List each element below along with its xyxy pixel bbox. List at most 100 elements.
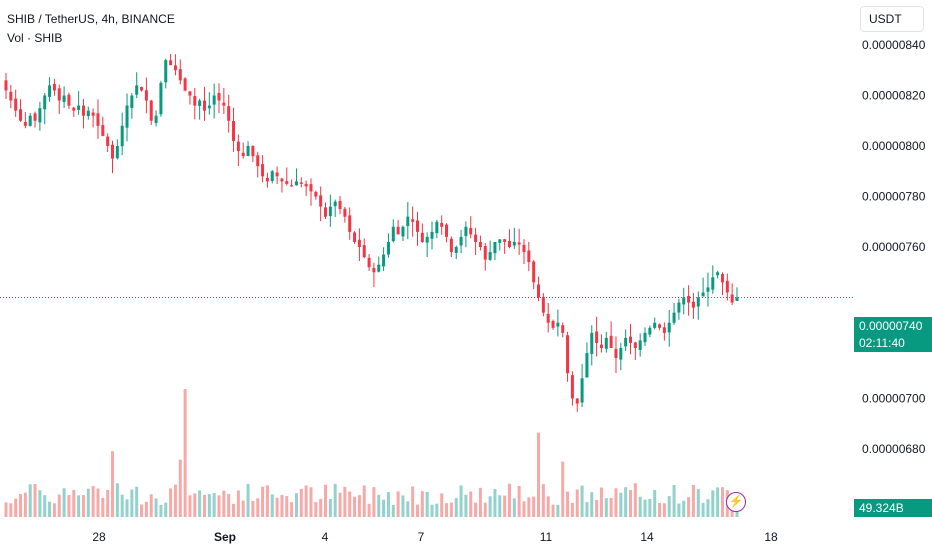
candle <box>299 182 303 184</box>
volume-bar <box>111 451 115 517</box>
time-axis[interactable]: 28 Sep 4 7 11 14 18 <box>92 530 778 544</box>
candle <box>207 105 211 109</box>
candle <box>561 325 565 333</box>
candle <box>648 327 652 335</box>
volume-bar <box>401 495 405 517</box>
volume-bar <box>503 495 507 517</box>
volume-bar <box>696 489 700 517</box>
volume-bar <box>106 489 110 517</box>
lightning-icon[interactable]: ⚡ <box>726 492 746 512</box>
candle <box>493 241 497 254</box>
legend: SHIB / TetherUS, 4h, BINANCE Vol · SHIB <box>7 10 175 48</box>
candle <box>275 172 279 177</box>
volume-indicator-title[interactable]: Vol · SHIB <box>7 31 63 45</box>
volume-bars <box>4 389 739 517</box>
volume-bar <box>188 495 192 517</box>
candle <box>130 95 134 109</box>
candle <box>454 247 458 253</box>
candle <box>280 178 284 182</box>
candle <box>246 146 250 156</box>
time-axis-label: 14 <box>640 530 654 544</box>
volume-bar <box>406 501 410 517</box>
candle <box>135 85 139 95</box>
candle <box>532 261 536 283</box>
candle <box>730 294 734 303</box>
volume-bar <box>449 502 453 517</box>
time-axis-label: 11 <box>540 530 553 544</box>
candle <box>159 82 163 115</box>
volume-bar <box>687 497 691 517</box>
volume-bar <box>144 501 148 517</box>
candle <box>183 78 187 91</box>
symbol-title[interactable]: SHIB / TetherUS, 4h, BINANCE <box>7 12 175 26</box>
volume-bar <box>672 484 676 517</box>
price-axis-label: 0.00000700 <box>862 392 926 406</box>
candle <box>125 105 129 128</box>
volume-bar <box>285 496 289 517</box>
candle <box>478 241 482 247</box>
volume-bar <box>357 495 361 517</box>
volume-bar <box>169 488 173 517</box>
volume-bar <box>599 487 603 517</box>
time-axis-label: Sep <box>214 530 236 544</box>
candle <box>212 95 216 105</box>
volume-bar <box>81 495 85 517</box>
volume-bar <box>459 485 463 517</box>
candle <box>522 244 526 253</box>
candle <box>469 228 473 235</box>
candle <box>149 100 153 121</box>
candle <box>720 274 724 283</box>
volume-bar <box>527 497 531 517</box>
currency-button[interactable]: USDT <box>860 6 924 32</box>
candle <box>202 100 206 111</box>
volume-bar <box>628 489 632 517</box>
volume-bar <box>566 491 570 517</box>
volume-bar <box>430 504 434 517</box>
price-axis[interactable]: 0.00000840 0.00000820 0.00000800 0.00000780… <box>862 38 926 456</box>
volume-bar <box>120 494 124 517</box>
volume-bar <box>435 503 439 517</box>
candle <box>503 239 507 242</box>
candle <box>619 348 623 360</box>
candle <box>72 107 76 111</box>
candle <box>517 242 521 245</box>
candle <box>256 155 260 167</box>
bar-countdown: 02:11:40 <box>854 335 932 352</box>
candle <box>198 100 202 106</box>
volume-bar <box>227 493 231 517</box>
volume-bar <box>711 490 715 517</box>
candle <box>682 297 686 305</box>
volume-bar <box>159 504 163 517</box>
volume-bar <box>86 488 90 517</box>
volume-bar <box>512 498 516 517</box>
candle <box>653 322 657 328</box>
candle <box>735 297 739 301</box>
volume-bar <box>140 504 144 517</box>
volume-bar <box>353 496 357 517</box>
volume-bar <box>720 487 724 517</box>
candle <box>348 215 352 232</box>
candle <box>415 220 419 232</box>
volume-bar <box>367 503 371 517</box>
candle <box>624 337 628 347</box>
volume-bar <box>662 503 666 517</box>
candle <box>459 236 463 246</box>
candle <box>33 113 37 121</box>
candle <box>62 95 66 102</box>
volume-bar <box>178 459 182 517</box>
volume-bar <box>474 502 478 517</box>
candle <box>677 302 681 313</box>
candle <box>483 246 487 260</box>
candle <box>367 257 371 268</box>
candle <box>590 332 594 354</box>
volume-bar <box>96 488 100 517</box>
volume-bar <box>246 483 250 517</box>
volume-bar <box>488 496 492 517</box>
volume-bar <box>338 492 342 517</box>
volume-bar <box>682 500 686 517</box>
volume-bar <box>236 490 240 517</box>
price-axis-label: 0.00000800 <box>862 139 926 153</box>
candle <box>324 207 328 217</box>
